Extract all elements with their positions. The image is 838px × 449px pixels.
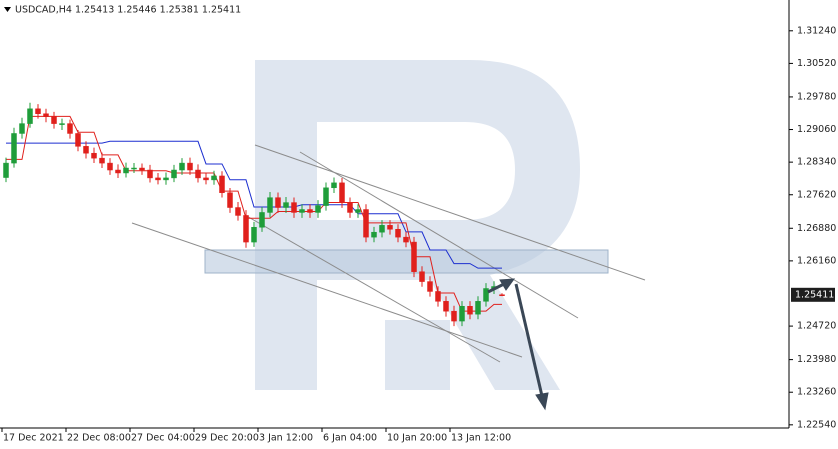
candle-body (211, 175, 217, 181)
candle-body (459, 306, 465, 322)
y-tick-label: 1.26880 (797, 223, 836, 234)
candle-body (315, 205, 321, 213)
x-tick-label: 6 Jan 04:00 (323, 433, 377, 444)
candle-body (331, 182, 337, 189)
candle-body (75, 133, 81, 147)
candle-body (115, 169, 121, 174)
candle-body (43, 113, 49, 117)
candle-body (187, 162, 193, 171)
candle-body (195, 169, 201, 179)
y-tick-label: 1.30520 (797, 58, 836, 69)
y-tick-label: 1.26160 (797, 255, 836, 266)
candle-body (323, 187, 329, 206)
y-tick-label: 1.23980 (797, 354, 836, 365)
y-tick-label: 1.22540 (797, 419, 836, 430)
candle-body (91, 152, 97, 159)
candle-body (411, 241, 417, 272)
candle-body (83, 146, 89, 154)
candle-body (243, 215, 249, 243)
candle-body (379, 225, 385, 233)
candle-body (363, 209, 369, 238)
candle-body (59, 123, 65, 125)
candle-body (347, 202, 353, 213)
y-tick-label: 1.27620 (797, 189, 836, 200)
x-tick-label: 17 Dec 2021 (3, 433, 64, 444)
candle-body (435, 291, 441, 302)
candle-body (227, 192, 233, 208)
trend-lines (131, 144, 646, 363)
x-tick-label: 29 Dec 20:00 (195, 433, 259, 444)
x-tick-label: 3 Jan 12:00 (259, 433, 313, 444)
candle-body (35, 108, 41, 114)
candle-body (123, 167, 129, 174)
candle-body (427, 281, 433, 292)
y-tick-label: 1.31240 (797, 25, 836, 36)
x-tick-label: 10 Jan 20:00 (387, 433, 447, 444)
candle-body (443, 301, 449, 312)
x-tick-label: 27 Dec 04:00 (131, 433, 195, 444)
candle-body (467, 306, 473, 315)
indicator-line (6, 140, 502, 269)
candle-body (259, 212, 265, 228)
candle-body (27, 108, 33, 124)
y-tick-label: 1.23260 (797, 387, 836, 398)
candle-body (147, 169, 153, 179)
candle-body (139, 167, 145, 171)
y-tick-label: 1.28340 (797, 157, 836, 168)
plot (3, 102, 505, 327)
candle-body (171, 169, 177, 179)
candle-body (179, 162, 185, 171)
candle-body (131, 167, 137, 170)
candle-body (419, 271, 425, 282)
candle-body (371, 231, 377, 238)
candle-body (483, 288, 489, 302)
y-tick-label: 1.24720 (797, 321, 836, 332)
candle-body (19, 123, 25, 134)
candle-body (107, 162, 113, 171)
candle-body (275, 197, 281, 208)
candle-body (235, 207, 241, 216)
candle-body (11, 133, 17, 164)
menu-triangle[interactable] (4, 7, 11, 12)
arrows (487, 278, 549, 411)
candle-body (299, 209, 305, 213)
x-tick-label: 13 Jan 12:00 (451, 433, 511, 444)
chart-title: USDCAD,H4 1.25413 1.25446 1.25381 1.2541… (15, 5, 241, 16)
y-tick-label: 1.29060 (797, 124, 836, 135)
x-tick-label: 22 Dec 08:00 (67, 433, 131, 444)
candle-body (499, 294, 505, 296)
candle-body (203, 177, 209, 181)
watermark (255, 60, 580, 390)
candle-body (283, 202, 289, 208)
candle-body (403, 236, 409, 243)
candle-body (339, 182, 345, 203)
candle-body (163, 177, 169, 181)
candle-body (251, 227, 257, 243)
candle-body (67, 123, 73, 134)
zone-box (204, 249, 609, 274)
candle-body (155, 177, 161, 181)
candle-body (291, 202, 297, 213)
y-tick-label: 1.29780 (797, 91, 836, 102)
candle-body (355, 209, 361, 213)
candle-body (475, 301, 481, 315)
candle-body (51, 116, 57, 124)
candle-body (267, 197, 273, 213)
last-price-label: 1.25411 (795, 289, 834, 300)
indicator-line (6, 115, 502, 312)
candle-body (307, 209, 313, 213)
candle-body (219, 175, 225, 193)
candle-body (451, 310, 457, 322)
candle-body (3, 162, 9, 178)
last-price-box (791, 287, 835, 302)
candle-body (387, 225, 393, 230)
candle-body (99, 157, 105, 164)
candle-body (395, 229, 401, 238)
